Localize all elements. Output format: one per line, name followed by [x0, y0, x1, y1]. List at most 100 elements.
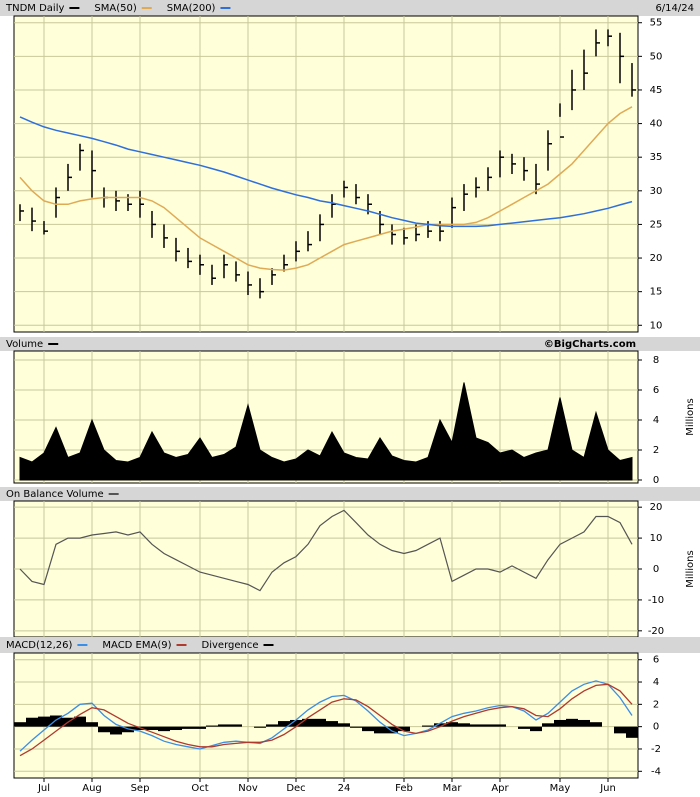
x-tick-label: Feb [395, 783, 413, 794]
x-tick-label: Aug [82, 783, 102, 794]
divergence-bar [50, 715, 62, 727]
divergence-bar [146, 726, 158, 731]
divergence-bar [518, 726, 530, 729]
chart-credit: ©BigCharts.com [544, 339, 636, 350]
divergence-bar [338, 723, 350, 727]
legend-label: Divergence [202, 640, 259, 651]
y-tick-label: 45 [650, 85, 663, 96]
y-tick-label: 8 [653, 355, 659, 366]
sma-line [19, 116, 633, 228]
divergence-bar [254, 726, 266, 728]
y-tick-label: 6 [653, 655, 659, 666]
y-tick-label: -20 [648, 626, 664, 637]
legend-label: MACD(12,26) [6, 640, 73, 651]
chart-date: 6/14/24 [655, 3, 694, 14]
legend-label: SMA(200) [167, 3, 216, 14]
divergence-bar [98, 726, 110, 733]
panel-header [0, 637, 700, 653]
divergence-bar [86, 722, 98, 727]
divergence-bar [398, 726, 410, 732]
y-tick-label: 25 [650, 219, 663, 230]
divergence-bar [482, 724, 494, 727]
divergence-bar [614, 726, 626, 734]
y-tick-label: -4 [651, 766, 661, 777]
y-tick-label: 15 [650, 287, 663, 298]
divergence-bar [38, 716, 50, 727]
legend-label: MACD EMA(9) [102, 640, 171, 651]
divergence-bar [158, 726, 170, 732]
macd-line [19, 680, 633, 752]
divergence-bar [446, 722, 458, 727]
divergence-bar [470, 724, 482, 727]
divergence-bar [26, 717, 38, 727]
divergence-bar [434, 723, 446, 727]
divergence-bar [110, 726, 122, 735]
panel-header [0, 0, 700, 16]
y-tick-label: 4 [653, 677, 659, 688]
y-tick-label: 2 [653, 699, 659, 710]
divergence-bar [626, 726, 638, 738]
y-tick-label: 55 [650, 18, 663, 29]
divergence-bar [362, 726, 374, 732]
divergence-bar [230, 724, 242, 727]
y-tick-label: 0 [653, 564, 659, 575]
divergence-bar [566, 718, 578, 727]
y-tick-label: -2 [651, 744, 661, 755]
y-tick-label: 0 [653, 722, 659, 733]
divergence-bar [218, 724, 230, 727]
divergence-bar [554, 719, 566, 727]
divergence-bar [350, 726, 362, 728]
y-tick-label: 10 [650, 533, 663, 544]
x-tick-label: Sep [131, 783, 150, 794]
y-tick-label: 6 [653, 385, 659, 396]
y-tick-label: 20 [650, 502, 663, 513]
panel-header [0, 337, 700, 351]
divergence-bar [206, 725, 218, 727]
legend-label: Volume [6, 339, 43, 350]
y-tick-label: 20 [650, 253, 663, 264]
x-tick-label: Oct [191, 783, 208, 794]
macd-line [19, 683, 633, 757]
x-tick-label: 24 [338, 783, 351, 794]
divergence-bar [578, 719, 590, 727]
divergence-bar [74, 716, 86, 727]
divergence-bar [194, 726, 206, 729]
divergence-bar [530, 726, 542, 732]
y-axis-label: Millions [685, 398, 696, 435]
divergence-bar [590, 722, 602, 727]
volume-area [19, 382, 633, 481]
divergence-bar [386, 726, 398, 734]
x-tick-label: Nov [238, 783, 258, 794]
sma-line [19, 106, 633, 271]
divergence-bar [374, 726, 386, 734]
divergence-bar [278, 721, 290, 727]
divergence-bar [542, 723, 554, 727]
plot-area [13, 15, 639, 333]
legend-label: TNDM Daily [5, 3, 64, 14]
panel-header [0, 487, 700, 501]
y-tick-label: 40 [650, 119, 663, 130]
divergence-bar [314, 718, 326, 727]
y-tick-label: 0 [653, 475, 659, 486]
divergence-bar [302, 718, 314, 727]
divergence-bar [266, 724, 278, 727]
y-tick-label: 50 [650, 51, 663, 62]
x-tick-label: Apr [491, 783, 509, 794]
plot-area [13, 652, 639, 779]
divergence-bar [494, 724, 506, 727]
legend-label: On Balance Volume [6, 489, 104, 500]
x-tick-label: Jun [599, 783, 616, 794]
y-tick-label: 30 [650, 186, 663, 197]
divergence-bar [422, 725, 434, 727]
obv-line [19, 509, 633, 592]
y-tick-label: -10 [648, 595, 664, 606]
x-tick-label: Jul [37, 783, 50, 794]
y-tick-label: 2 [653, 445, 659, 456]
y-tick-label: 4 [653, 415, 659, 426]
y-tick-label: 10 [650, 320, 663, 331]
divergence-bar [170, 726, 182, 731]
divergence-bar [182, 726, 194, 729]
x-tick-label: Dec [286, 783, 305, 794]
x-tick-label: Mar [443, 783, 463, 794]
